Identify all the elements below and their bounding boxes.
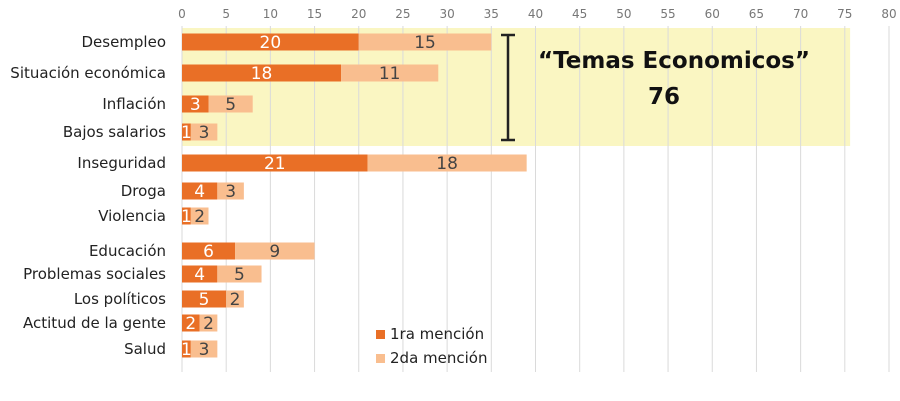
- bar-segment-1ra: [182, 33, 359, 51]
- category-label: Inseguridad: [77, 154, 166, 172]
- x-tick-label: 50: [616, 7, 631, 21]
- bar-segment-2da: [367, 154, 527, 172]
- bar-segment-1ra: [182, 123, 191, 141]
- data-label: 9: [269, 242, 280, 262]
- bar-segment-2da: [235, 242, 315, 260]
- x-tick-label: 25: [395, 7, 410, 21]
- category-label: Desempleo: [81, 33, 166, 51]
- bar-segment-2da: [190, 123, 218, 141]
- bar-segment-1ra: [182, 95, 209, 113]
- bar-segment-1ra: [182, 290, 227, 308]
- category-label: Droga: [121, 182, 166, 200]
- x-tick-label: 15: [307, 7, 322, 21]
- x-tick-label: 20: [351, 7, 366, 21]
- category-label: Actitud de la gente: [23, 314, 166, 332]
- category-label: Salud: [124, 340, 166, 358]
- category-label: Educación: [89, 242, 166, 260]
- bar-segment-2da: [208, 95, 253, 113]
- category-label: Los políticos: [74, 290, 166, 308]
- bar-segment-2da: [199, 314, 218, 332]
- data-label: 15: [414, 33, 436, 53]
- data-label: 3: [225, 182, 236, 202]
- bar-segment-1ra: [182, 242, 236, 260]
- data-label: 2: [230, 290, 241, 310]
- callout-value: 76: [648, 84, 680, 110]
- x-tick-label: 35: [484, 7, 499, 21]
- data-label: 3: [199, 340, 210, 360]
- data-label: 18: [436, 154, 458, 174]
- x-tick-label: 70: [793, 7, 808, 21]
- x-tick-label: 55: [660, 7, 675, 21]
- callout-title: “Temas Economicos”: [538, 48, 810, 74]
- legend-label-2da: 2da mención: [390, 349, 487, 367]
- data-label: 1: [181, 207, 192, 227]
- legend-swatch-1ra: [376, 330, 385, 339]
- data-label: 5: [199, 290, 210, 310]
- data-label: 21: [264, 154, 286, 174]
- data-label: 4: [194, 265, 205, 285]
- data-label: 6: [203, 242, 214, 262]
- bar-segment-2da: [226, 290, 244, 308]
- bar-segment-2da: [190, 340, 218, 358]
- category-label: Bajos salarios: [63, 123, 166, 141]
- x-tick-label: 45: [572, 7, 587, 21]
- x-tick-label: 60: [705, 7, 720, 21]
- data-label: 2: [203, 314, 214, 334]
- legend-swatch-2da: [376, 354, 385, 363]
- data-label: 11: [379, 64, 401, 84]
- category-label: Problemas sociales: [23, 265, 166, 283]
- category-label: Inflación: [102, 95, 166, 113]
- bar-segment-1ra: [182, 265, 218, 283]
- bar-segment-2da: [341, 64, 439, 82]
- data-label: 5: [225, 95, 236, 115]
- x-tick-label: 80: [881, 7, 896, 21]
- data-label: 3: [199, 123, 210, 143]
- bar-segment-1ra: [182, 154, 368, 172]
- data-label: 2: [194, 207, 205, 227]
- x-tick-label: 5: [222, 7, 230, 21]
- bar-segment-1ra: [182, 182, 218, 200]
- legend-label-1ra: 1ra mención: [390, 325, 484, 343]
- bar-segment-2da: [217, 265, 262, 283]
- bar-segment-2da: [190, 207, 209, 225]
- bar-segment-2da: [217, 182, 244, 200]
- bar-segment-2da: [358, 33, 492, 51]
- data-label: 4: [194, 182, 205, 202]
- x-tick-label: 10: [263, 7, 278, 21]
- bar-segment-1ra: [182, 64, 342, 82]
- x-tick-label: 30: [439, 7, 454, 21]
- x-tick-label: 40: [528, 7, 543, 21]
- x-tick-label: 65: [749, 7, 764, 21]
- data-label: 1: [181, 123, 192, 143]
- data-label: 20: [260, 33, 282, 53]
- data-label: 18: [251, 64, 273, 84]
- bar-segment-1ra: [182, 340, 191, 358]
- x-tick-label: 75: [837, 7, 852, 21]
- category-label: Violencia: [98, 207, 166, 225]
- data-label: 1: [181, 340, 192, 360]
- category-label: Situación económica: [10, 64, 166, 82]
- data-label: 2: [185, 314, 196, 334]
- x-tick-label: 0: [178, 7, 186, 21]
- bar-segment-1ra: [182, 207, 191, 225]
- bar-segment-1ra: [182, 314, 200, 332]
- data-label: 3: [190, 95, 201, 115]
- data-label: 5: [234, 265, 245, 285]
